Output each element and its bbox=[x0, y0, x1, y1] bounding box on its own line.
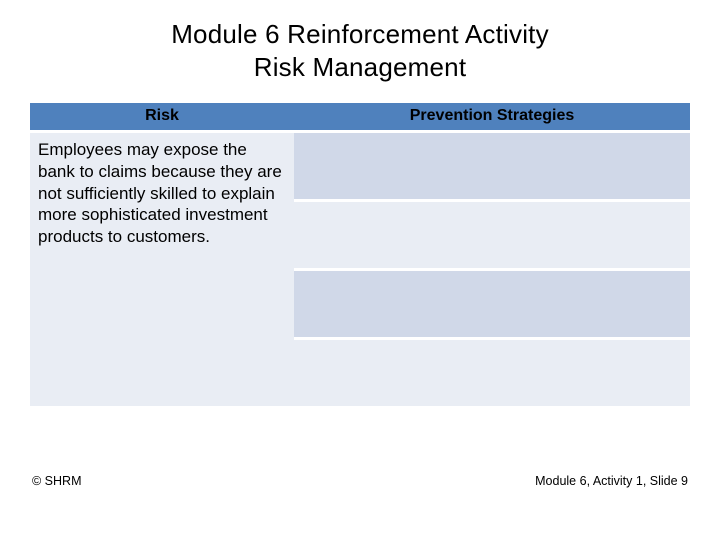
table-header-row: Risk Prevention Strategies bbox=[30, 103, 690, 132]
table-body: Employees may expose the bank to claims … bbox=[30, 133, 690, 406]
risk-table: Risk Prevention Strategies bbox=[30, 103, 690, 133]
prevention-row bbox=[294, 133, 690, 199]
prevention-row bbox=[294, 202, 690, 268]
footer: © SHRM Module 6, Activity 1, Slide 9 bbox=[32, 474, 688, 488]
risk-cell: Employees may expose the bank to claims … bbox=[30, 133, 294, 406]
footer-slide-ref: Module 6, Activity 1, Slide 9 bbox=[535, 474, 688, 488]
prevention-row bbox=[294, 271, 690, 337]
title-line-2: Risk Management bbox=[254, 52, 467, 82]
title-line-1: Module 6 Reinforcement Activity bbox=[171, 19, 549, 49]
slide: Module 6 Reinforcement Activity Risk Man… bbox=[0, 0, 720, 540]
col-header-risk: Risk bbox=[30, 103, 294, 132]
prevention-row bbox=[294, 340, 690, 406]
prevention-column bbox=[294, 133, 690, 406]
slide-title: Module 6 Reinforcement Activity Risk Man… bbox=[30, 18, 690, 83]
footer-copyright: © SHRM bbox=[32, 474, 82, 488]
col-header-prevention: Prevention Strategies bbox=[294, 103, 690, 132]
